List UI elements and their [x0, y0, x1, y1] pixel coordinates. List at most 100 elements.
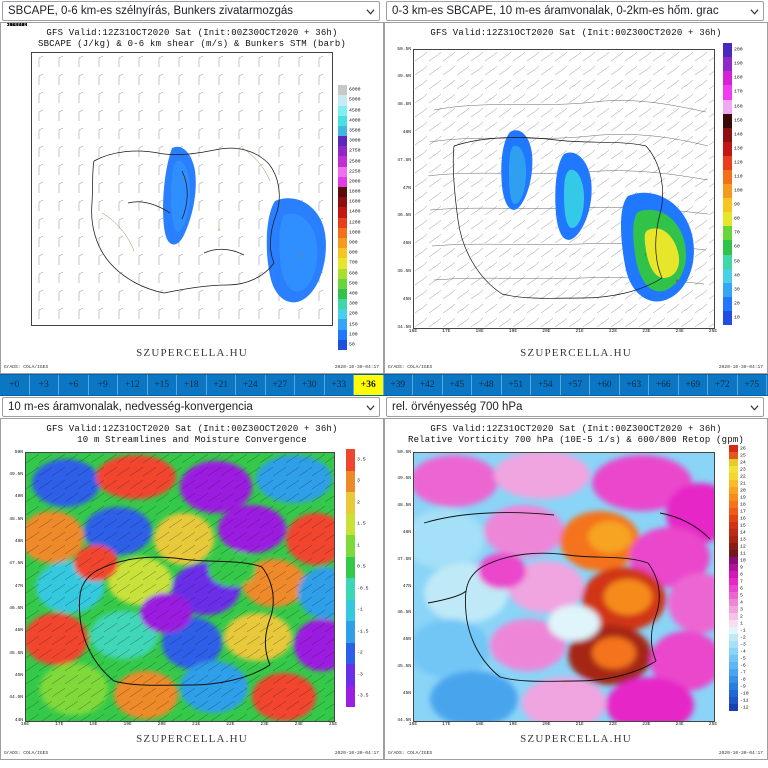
- panel-3-credit: GrADS: COLA/IGES: [4, 751, 49, 756]
- colorbar-tick-label: -0.5: [357, 586, 369, 592]
- colorbar-tick-label: 130: [734, 146, 743, 152]
- colorbar-tick-label: 50: [349, 342, 355, 348]
- panel-4-title: GFS Valid:12Z31OCT2020 Sat (Init:00Z30OC…: [385, 424, 767, 446]
- longitude-tick-label: 20E: [542, 329, 551, 334]
- colorbar-tick-label: -1.5: [357, 629, 369, 635]
- panel-3: GFS Valid:12Z31OCT2020 Sat (Init:00Z30OC…: [0, 418, 384, 760]
- latitude-tick-label: 44N: [18, 23, 27, 28]
- colorbar-tick-label: 6000: [349, 87, 361, 93]
- panel-2-product-select[interactable]: 0-3 km-es SBCAPE, 10 m-es áramvonalak, 0…: [386, 1, 764, 21]
- colorbar-swatch: 19: [729, 494, 746, 501]
- panel-4-image[interactable]: GFS Valid:12Z31OCT2020 Sat (Init:00Z30OC…: [384, 418, 768, 760]
- latitude-tick-label: 48N: [402, 129, 411, 135]
- colorbar-swatch: 300: [338, 299, 358, 310]
- panel-2-credit: GrADS: COLA/IGES: [388, 365, 433, 370]
- panel-1-image[interactable]: GFS Valid:12Z31OCT2020 Sat (Init:00Z30OC…: [0, 22, 384, 374]
- longitude-tick-label: 23E: [6, 23, 16, 28]
- colorbar-swatch: 190: [723, 57, 743, 72]
- colorbar-swatch: 600: [338, 268, 358, 279]
- latitude-tick-label: 46.5N: [397, 610, 411, 616]
- colorbar-swatch: 24: [729, 459, 746, 466]
- timeline-step-plus48[interactable]: +48: [472, 375, 502, 395]
- timeline-step-plus27[interactable]: +27: [265, 375, 295, 395]
- colorbar-tick-label: 23: [740, 467, 746, 472]
- colorbar-tick-label: 2: [357, 500, 360, 506]
- panel-4-product-select[interactable]: rel. örvényesség 700 hPa: [386, 397, 764, 417]
- timeline-step-plus24[interactable]: +24: [236, 375, 266, 395]
- longitude-tick-label: 23E: [642, 722, 651, 727]
- colorbar-tick-label: 30: [734, 287, 740, 293]
- colorbar-swatch: 5000: [338, 95, 361, 106]
- panel-3-product-select[interactable]: 10 m-es áramvonalak, nedvesség-konvergen…: [2, 397, 380, 417]
- latitude-tick-label: 48.5N: [13, 23, 27, 28]
- timeline-step-plus30[interactable]: +30: [295, 375, 325, 395]
- colorbar-swatch: 10: [723, 310, 740, 325]
- timeline-step-plus51[interactable]: +51: [501, 375, 531, 395]
- latitude-tick-label: 46N: [402, 637, 411, 643]
- colorbar-tick-label: 0.5: [357, 564, 366, 570]
- latitude-tick-label: 49.5N: [397, 74, 411, 80]
- panel-3-image[interactable]: GFS Valid:12Z31OCT2020 Sat (Init:00Z30OC…: [0, 418, 384, 760]
- timeline-step-plus15[interactable]: +15: [147, 375, 177, 395]
- timeline-step-plus3[interactable]: +3: [29, 375, 59, 395]
- timeline-step-plus0[interactable]: +0: [0, 375, 30, 395]
- longitude-tick-label: 17E: [55, 722, 64, 727]
- timeline-step-plus21[interactable]: +21: [206, 375, 236, 395]
- timeline-step-plus66[interactable]: +66: [649, 375, 679, 395]
- colorbar-tick-label: 150: [349, 322, 358, 328]
- colorbar-tick-label: -8: [740, 677, 746, 682]
- latitude-tick-label: 46.5N: [9, 605, 23, 611]
- timeline-step-plus12[interactable]: +12: [118, 375, 148, 395]
- timeline-step-plus33[interactable]: +33: [324, 375, 354, 395]
- colorbar-tick-label: 3.5: [357, 457, 366, 463]
- panel-2-colorbar: 10 20 30 40 50 60 70 80 90 100 110 120 130 140 150 160 1…: [723, 43, 743, 325]
- colorbar-swatch: 2250: [338, 166, 361, 177]
- longitude-tick-label: 19E: [508, 329, 518, 334]
- colorbar-swatch: 180: [723, 71, 743, 86]
- longitude-tick-label: 17E: [442, 329, 451, 334]
- latitude-tick-label: 47N: [402, 185, 411, 191]
- colorbar-tick-label: 80: [734, 216, 740, 222]
- timeline-step-plus72[interactable]: +72: [708, 375, 738, 395]
- panel-1-map: 6 9 4: [31, 52, 333, 326]
- colorbar-swatch: 25: [729, 452, 746, 459]
- colorbar-swatch: 22: [729, 473, 746, 480]
- colorbar-swatch: -2: [729, 634, 746, 641]
- latitude-tick-label: 44N: [14, 717, 23, 723]
- colorbar-swatch: 4: [729, 599, 743, 606]
- timeline-step-plus75[interactable]: +75: [737, 375, 767, 395]
- colorbar-swatch: 800: [338, 248, 358, 259]
- colorbar-tick-label: 180: [734, 75, 743, 81]
- forecast-hour-timeline[interactable]: +0 +3 +6 +9 +12 +15 +18 +21 +24 +27 +30 +33 +36 +39 +4…: [0, 374, 768, 396]
- panel-3-title-line2: 10 m Streamlines and Moisture Convergenc…: [77, 435, 307, 445]
- colorbar-swatch: 18: [729, 501, 746, 508]
- latitude-tick-label: 50.5N: [397, 46, 411, 52]
- timeline-step-plus39[interactable]: +39: [383, 375, 413, 395]
- timeline-step-plus42[interactable]: +42: [413, 375, 443, 395]
- timeline-step-plus45[interactable]: +45: [442, 375, 472, 395]
- colorbar-swatch: -3.5: [346, 685, 369, 707]
- timeline-step-plus9[interactable]: +9: [88, 375, 118, 395]
- colorbar-swatch: 4500: [338, 105, 361, 116]
- colorbar-tick-label: 16: [740, 516, 746, 521]
- colorbar-tick-label: 40: [734, 273, 740, 279]
- longitude-tick-label: 22E: [608, 722, 618, 727]
- colorbar-tick-label: -6: [740, 663, 746, 668]
- panel-4: GFS Valid:12Z31OCT2020 Sat (Init:00Z30OC…: [384, 418, 768, 760]
- timeline-step-plus60[interactable]: +60: [590, 375, 620, 395]
- timeline-step-plus57[interactable]: +57: [560, 375, 590, 395]
- panel-2-image[interactable]: GFS Valid:12Z31OCT2020 Sat (Init:00Z30OC…: [384, 22, 768, 374]
- timeline-step-plus6[interactable]: +6: [59, 375, 89, 395]
- timeline-step-plus54[interactable]: +54: [531, 375, 561, 395]
- timeline-step-plus18[interactable]: +18: [177, 375, 207, 395]
- panel-1-product-select[interactable]: SBCAPE, 0-6 km-es szélnyírás, Bunkers zi…: [2, 1, 380, 21]
- colorbar-swatch: 26: [729, 445, 746, 452]
- colorbar-tick-label: 18: [740, 502, 746, 507]
- panel-2-map-svg: 78: [414, 50, 714, 328]
- longitude-tick-label: 19E: [123, 722, 132, 727]
- timeline-step-plus36[interactable]: +36: [354, 375, 384, 395]
- longitude-tick-label: 25E: [708, 329, 718, 334]
- timeline-step-plus69[interactable]: +69: [678, 375, 708, 395]
- latitude-tick-label: 49N: [18, 23, 27, 28]
- timeline-step-plus63[interactable]: +63: [619, 375, 649, 395]
